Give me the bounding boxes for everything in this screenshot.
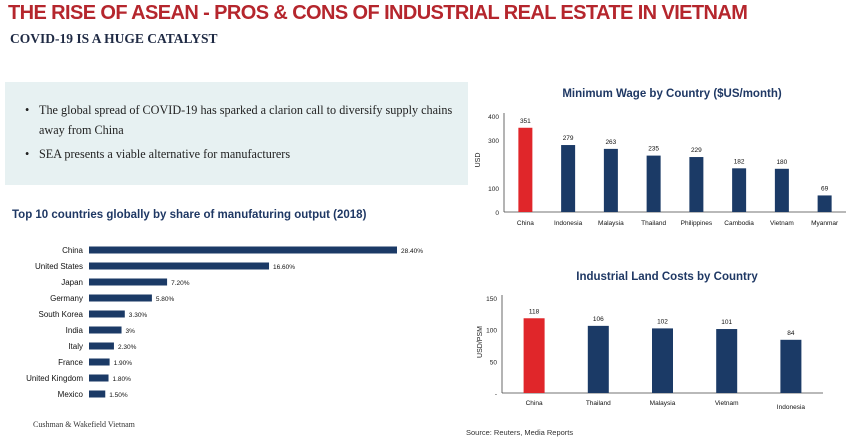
mfg-value-label: 1.50% [109, 392, 128, 399]
bar-value-label: 235 [648, 146, 659, 153]
mfg-value-label: 16.60% [273, 264, 295, 271]
y-tick-label: - [495, 391, 497, 398]
mfg-value-label: 3.30% [129, 312, 148, 319]
y-axis-label: USD [475, 153, 482, 168]
bar-value-label: 118 [529, 308, 540, 315]
mfg-bar [89, 278, 168, 286]
mfg-bar [89, 310, 125, 318]
mfg-value-label: 7.20% [171, 280, 190, 287]
category-label: Myanmar [811, 220, 839, 227]
category-label: Indonesia [777, 404, 806, 411]
bar [689, 157, 704, 212]
right-source-note: Source: Reuters, Media Reports [466, 428, 574, 437]
bar [603, 148, 618, 212]
key-points-box: The global spread of COVID-19 has sparke… [5, 82, 468, 185]
bar-value-label: 182 [734, 158, 745, 165]
y-tick-label: 100 [488, 186, 499, 193]
mfg-chart: China 28.40% United States 16.60% Japan 7.20%… [26, 246, 423, 399]
mfg-category-label: Japan [61, 278, 83, 287]
wage-chart-title: Minimum Wage by Country ($US/month) [562, 88, 782, 100]
mfg-category-label: China [62, 246, 83, 255]
mfg-value-label: 2.30% [118, 344, 137, 351]
left-source-note: Cushman & Wakefield Vietnam [33, 420, 135, 429]
bar [523, 318, 545, 393]
category-label: Malaysia [650, 400, 676, 407]
land-chart: - 50 100 150 USD/PSM 118 China 106 Thailand 102 Ma… [477, 295, 823, 411]
mfg-bar [89, 262, 270, 270]
y-tick-label: 400 [488, 114, 499, 121]
mfg-chart-title: Top 10 countries globally by share of ma… [12, 209, 367, 221]
mfg-category-label: United States [35, 262, 83, 271]
mfg-category-label: United Kingdom [26, 374, 83, 383]
category-label: Indonesia [554, 220, 583, 227]
category-label: China [526, 400, 543, 407]
bar-value-label: 84 [787, 330, 795, 337]
mfg-bar [89, 294, 152, 302]
category-label: Philippines [681, 220, 713, 227]
category-label: Vietnam [770, 220, 794, 227]
key-point-item: SEA presents a viable alternative for ma… [25, 144, 455, 164]
category-label: China [517, 220, 534, 227]
y-tick-label: 300 [488, 138, 499, 145]
bar-value-label: 279 [563, 135, 574, 142]
mfg-category-label: India [66, 326, 84, 335]
mfg-bar [89, 246, 397, 254]
y-tick-label: 100 [486, 328, 497, 335]
mfg-category-label: Italy [68, 342, 83, 351]
page-title: THE RISE OF ASEAN - PROS & CONS OF INDUS… [8, 2, 748, 24]
category-label: Thailand [586, 400, 611, 407]
category-label: Vietnam [715, 400, 739, 407]
key-points-list: The global spread of COVID-19 has sparke… [25, 100, 455, 168]
bar-value-label: 229 [691, 147, 702, 154]
mfg-value-label: 5.80% [156, 296, 175, 303]
bar [817, 195, 832, 212]
mfg-value-label: 1.80% [113, 376, 132, 383]
bar [780, 339, 802, 393]
bar-value-label: 102 [657, 318, 668, 325]
mfg-category-label: Mexico [58, 390, 84, 399]
bar [652, 328, 673, 393]
mfg-value-label: 1.90% [114, 360, 133, 367]
mfg-bar [89, 326, 122, 334]
bar-value-label: 180 [776, 159, 787, 166]
bar-value-label: 351 [520, 118, 531, 125]
bar [774, 168, 789, 212]
bar-value-label: 263 [605, 139, 616, 146]
mfg-bar [89, 374, 109, 382]
category-label: Thailand [641, 220, 666, 227]
category-label: Malaysia [598, 220, 624, 227]
bar-value-label: 69 [821, 185, 829, 192]
bar [518, 127, 533, 212]
y-axis-label: USD/PSM [477, 326, 484, 358]
bar-value-label: 101 [721, 319, 732, 326]
bar-value-label: 106 [593, 316, 604, 323]
y-tick-label: 0 [495, 210, 499, 217]
bar [646, 155, 661, 212]
mfg-value-label: 3% [126, 328, 136, 335]
mfg-category-label: South Korea [39, 310, 84, 319]
mfg-category-label: Germany [50, 294, 83, 303]
mfg-bar [89, 390, 106, 398]
mfg-value-label: 28.40% [401, 248, 423, 255]
page-subtitle: COVID-19 IS A HUGE CATALYST [10, 31, 218, 46]
mfg-category-label: France [58, 358, 83, 367]
mfg-bar [89, 342, 114, 350]
bar [732, 168, 747, 212]
land-chart-title: Industrial Land Costs by Country [576, 271, 758, 283]
y-tick-label: 150 [486, 296, 497, 303]
mfg-bar [89, 358, 110, 366]
bar [587, 325, 609, 393]
y-tick-label: 50 [490, 359, 498, 366]
bar [561, 145, 576, 212]
category-label: Cambodia [724, 220, 754, 227]
wage-chart: 0 100 300 400 USD 351 China 279 Indonesia 263 Mala… [475, 113, 846, 227]
bar [716, 329, 738, 393]
key-point-item: The global spread of COVID-19 has sparke… [25, 100, 455, 140]
